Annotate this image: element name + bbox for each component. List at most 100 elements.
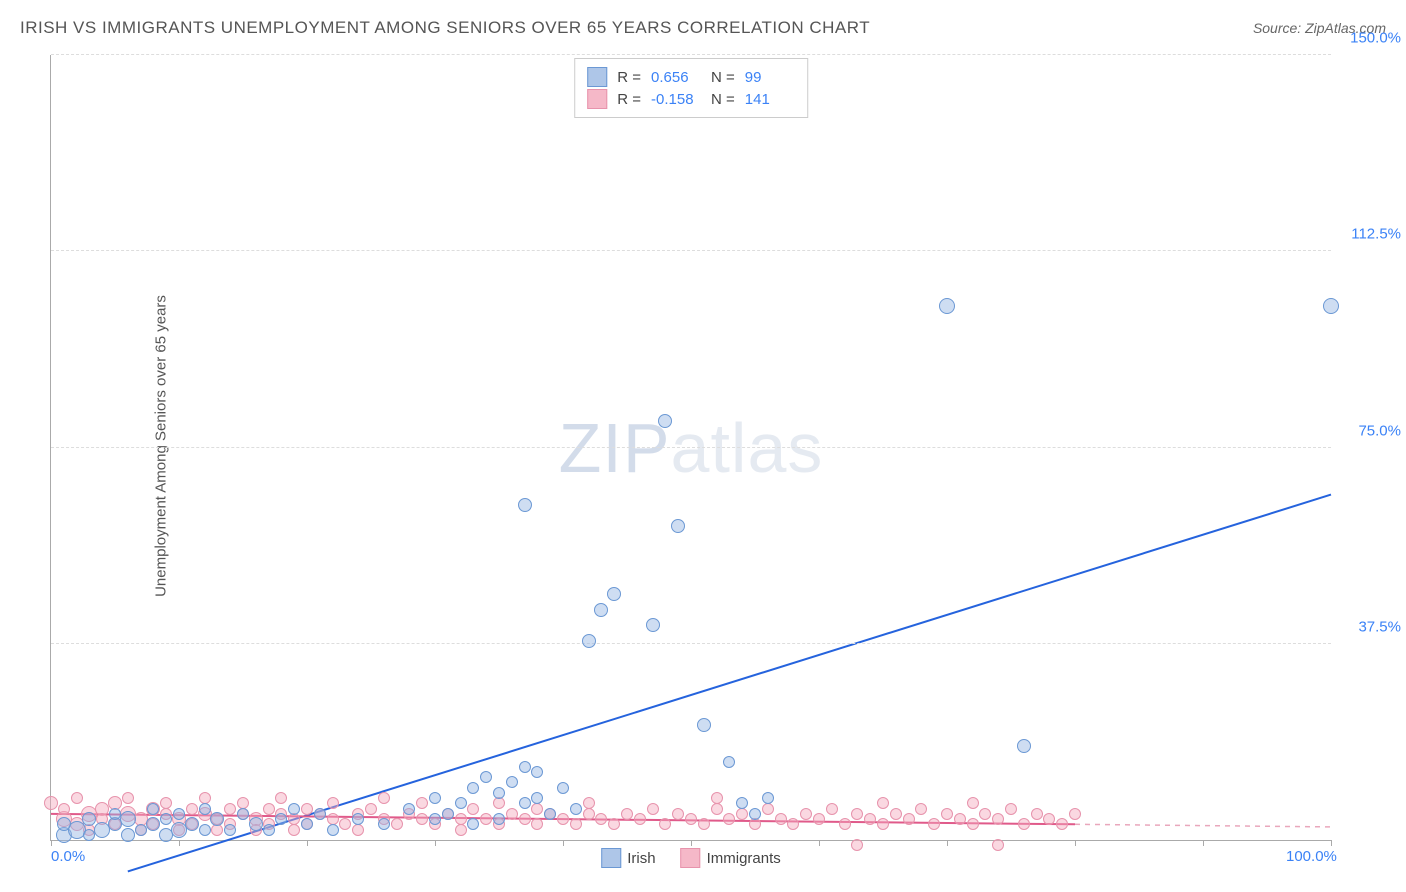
data-point: [979, 808, 991, 820]
data-point: [582, 634, 596, 648]
y-tick-label: 75.0%: [1341, 422, 1401, 439]
data-point: [44, 796, 58, 810]
data-point: [210, 812, 224, 826]
data-point: [877, 818, 889, 830]
data-point: [658, 414, 672, 428]
data-point: [608, 818, 620, 830]
y-tick-label: 150.0%: [1341, 30, 1401, 47]
data-point: [646, 618, 660, 632]
data-point: [749, 818, 761, 830]
immigrants-r-value: -0.158: [651, 91, 701, 108]
data-point: [147, 803, 159, 815]
data-point: [531, 818, 543, 830]
data-point: [698, 818, 710, 830]
data-point: [570, 818, 582, 830]
data-point: [594, 603, 608, 617]
x-tick: [947, 840, 948, 846]
stats-row-irish: R = 0.656 N = 99: [587, 67, 795, 87]
watermark: ZIPatlas: [559, 408, 824, 488]
data-point: [275, 813, 287, 825]
irish-r-value: 0.656: [651, 69, 701, 86]
data-point: [954, 813, 966, 825]
data-point: [467, 818, 479, 830]
swatch-irish-icon: [587, 67, 607, 87]
data-point: [519, 797, 531, 809]
data-point: [352, 813, 364, 825]
data-point: [327, 824, 339, 836]
data-point: [480, 813, 492, 825]
data-point: [506, 776, 518, 788]
x-tick: [435, 840, 436, 846]
swatch-immigrants-icon: [587, 89, 607, 109]
data-point: [173, 808, 185, 820]
data-point: [135, 824, 147, 836]
x-tick: [1331, 840, 1332, 846]
data-point: [467, 782, 479, 794]
x-tick: [563, 840, 564, 846]
data-point: [391, 818, 403, 830]
data-point: [671, 519, 685, 533]
data-point: [941, 808, 953, 820]
data-point: [736, 797, 748, 809]
x-tick: [819, 840, 820, 846]
data-point: [685, 813, 697, 825]
data-point: [493, 787, 505, 799]
data-point: [903, 813, 915, 825]
data-point: [915, 803, 927, 815]
data-point: [82, 812, 96, 826]
data-point: [288, 803, 300, 815]
data-point: [455, 797, 467, 809]
data-point: [890, 808, 902, 820]
data-point: [378, 792, 390, 804]
data-point: [327, 797, 339, 809]
data-point: [697, 718, 711, 732]
data-point: [365, 803, 377, 815]
data-point: [378, 818, 390, 830]
data-point: [762, 803, 774, 815]
x-tick: [179, 840, 180, 846]
data-point: [1017, 739, 1031, 753]
data-point: [813, 813, 825, 825]
data-point: [493, 813, 505, 825]
data-point: [275, 792, 287, 804]
data-point: [1018, 818, 1030, 830]
y-tick-label: 37.5%: [1341, 618, 1401, 635]
data-point: [120, 811, 136, 827]
data-point: [607, 587, 621, 601]
data-point: [224, 824, 236, 836]
data-point: [339, 818, 351, 830]
data-point: [736, 808, 748, 820]
data-point: [992, 839, 1004, 851]
data-point: [185, 817, 199, 831]
data-point: [1043, 813, 1055, 825]
data-point: [519, 761, 531, 773]
legend: Irish Immigrants: [601, 848, 781, 868]
y-tick-label: 112.5%: [1341, 226, 1401, 243]
legend-swatch-immigrants-icon: [681, 848, 701, 868]
data-point: [839, 818, 851, 830]
data-point: [199, 824, 211, 836]
data-point: [967, 797, 979, 809]
data-point: [711, 792, 723, 804]
data-point: [939, 298, 955, 314]
data-point: [301, 818, 313, 830]
data-point: [455, 824, 467, 836]
irish-n-value: 99: [745, 69, 795, 86]
data-point: [263, 803, 275, 815]
gridline: [51, 643, 1331, 644]
data-point: [557, 813, 569, 825]
data-point: [570, 803, 582, 815]
data-point: [71, 792, 83, 804]
data-point: [1031, 808, 1043, 820]
data-point: [800, 808, 812, 820]
data-point: [647, 803, 659, 815]
data-point: [160, 797, 172, 809]
stats-row-immigrants: R = -0.158 N = 141: [587, 89, 795, 109]
data-point: [416, 797, 428, 809]
x-tick: [51, 840, 52, 846]
x-tick: [691, 840, 692, 846]
data-point: [519, 813, 531, 825]
data-point: [992, 813, 1004, 825]
data-point: [58, 803, 70, 815]
data-point: [263, 824, 275, 836]
